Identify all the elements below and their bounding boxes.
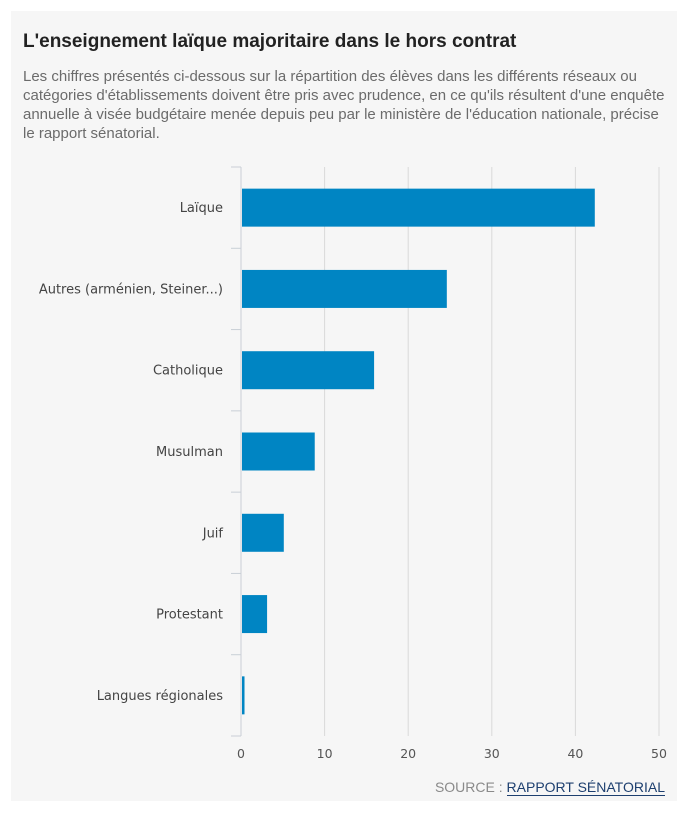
x-tick-label-3: 30 bbox=[484, 746, 500, 761]
category-label-1: Autres (arménien, Steiner...) bbox=[39, 282, 223, 297]
category-label-5: Protestant bbox=[156, 608, 223, 623]
bar-2 bbox=[242, 351, 375, 390]
source-note: SOURCE : RAPPORT SÉNATORIAL bbox=[434, 779, 665, 796]
chart-card: L'enseignement laïque majoritaire dans l… bbox=[11, 11, 677, 801]
x-tick-label-4: 40 bbox=[567, 746, 583, 761]
category-label-4: Juif bbox=[202, 526, 224, 541]
source-prefix: SOURCE : bbox=[434, 779, 507, 795]
x-tick-label-5: 50 bbox=[651, 746, 667, 761]
category-label-2: Catholique bbox=[153, 364, 223, 379]
bar-6 bbox=[242, 676, 245, 715]
chart-subtitle: Les chiffres présentés ci-dessous sur la… bbox=[23, 68, 665, 142]
bar-chart: Laïque Autres (arménien, Steiner...) Catho… bbox=[39, 166, 667, 761]
source-link[interactable]: RAPPORT SÉNATORIAL bbox=[506, 779, 665, 796]
bar-5 bbox=[242, 595, 268, 634]
x-tick-label-2: 20 bbox=[400, 746, 416, 761]
category-label-6: Langues régionales bbox=[97, 689, 224, 704]
bar-0 bbox=[242, 188, 595, 227]
x-tick-label-1: 10 bbox=[317, 746, 333, 761]
bar-3 bbox=[242, 432, 315, 471]
bar-1 bbox=[242, 269, 447, 308]
category-label-3: Musulman bbox=[156, 445, 223, 460]
chart-title: L'enseignement laïque majoritaire dans l… bbox=[23, 31, 517, 52]
bar-4 bbox=[242, 513, 284, 552]
category-label-0: Laïque bbox=[180, 201, 223, 216]
x-tick-label-0: 0 bbox=[237, 746, 245, 761]
